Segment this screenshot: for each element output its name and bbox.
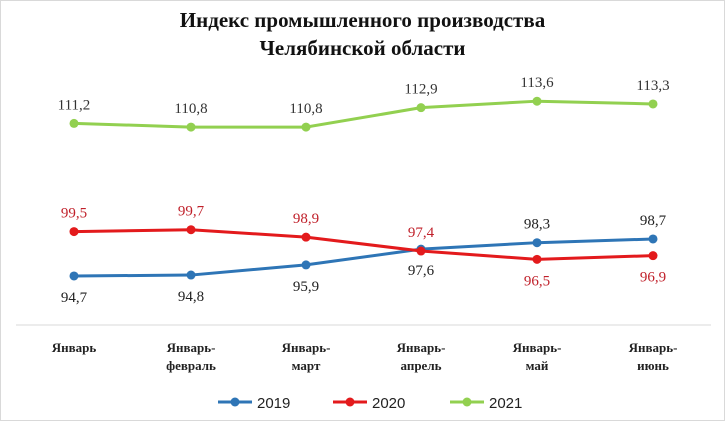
data-label-2020: 98,9	[293, 211, 319, 227]
legend-label-2021: 2021	[489, 395, 522, 412]
data-point-2021	[532, 96, 542, 106]
data-label-2021: 113,3	[636, 78, 669, 94]
data-point-2020	[186, 225, 196, 235]
legend-label-2019: 2019	[257, 395, 290, 412]
x-tick-label: Январь-	[282, 340, 331, 355]
chart-title-line-1: Индекс промышленного производства	[179, 8, 546, 32]
data-point-2019	[301, 260, 311, 270]
data-point-2019	[648, 234, 658, 244]
data-label-2020: 97,4	[408, 225, 435, 241]
x-tick-label: Январь-	[513, 340, 562, 355]
data-point-2021	[186, 122, 196, 132]
data-label-2021: 112,9	[404, 82, 437, 98]
data-point-2021	[301, 122, 311, 132]
data-point-2021	[648, 99, 658, 109]
x-tick-label: Январь-	[397, 340, 446, 355]
legend-marker-2021	[462, 397, 472, 407]
data-point-2020	[416, 246, 426, 256]
data-point-2019	[186, 270, 196, 280]
data-point-2019	[532, 238, 542, 248]
data-label-2019: 98,3	[524, 217, 550, 233]
x-tick-label: май	[526, 358, 549, 373]
data-label-2021: 113,6	[520, 75, 554, 91]
data-label-2020: 96,5	[524, 273, 550, 289]
x-tick-label: февраль	[166, 358, 216, 373]
data-label-2021: 111,2	[58, 97, 91, 113]
data-label-2019: 97,6	[408, 263, 435, 279]
x-tick-label: Январь-	[629, 340, 678, 355]
data-label-2020: 99,5	[61, 206, 87, 222]
data-label-2021: 110,8	[289, 101, 322, 117]
legend-marker-2020	[345, 397, 355, 407]
data-label-2020: 99,7	[178, 204, 205, 220]
data-point-2020	[301, 232, 311, 242]
x-tick-label: Январь	[52, 340, 97, 355]
legend-marker-2019	[230, 397, 240, 407]
x-tick-label: апрель	[401, 358, 442, 373]
x-tick-label: июнь	[637, 358, 669, 373]
chart-title-line-2: Челябинской области	[259, 36, 466, 60]
data-label-2020: 96,9	[640, 270, 666, 286]
data-label-2019: 94,7	[61, 290, 88, 306]
data-label-2019: 95,9	[293, 279, 319, 295]
series-line-2020	[73, 228, 654, 261]
data-point-2020	[69, 227, 79, 237]
data-point-2021	[69, 118, 79, 128]
data-point-2020	[648, 251, 658, 261]
series-line-2019	[73, 237, 654, 278]
legend-label-2020: 2020	[372, 395, 405, 412]
series-line-2021	[73, 99, 654, 129]
x-tick-label: март	[292, 358, 321, 373]
data-label-2019: 98,7	[640, 213, 667, 229]
data-point-2020	[532, 254, 542, 264]
data-label-2019: 94,8	[178, 289, 204, 305]
x-tick-label: Январь-	[167, 340, 216, 355]
data-label-2021: 110,8	[174, 101, 207, 117]
data-point-2021	[416, 103, 426, 113]
data-point-2019	[69, 271, 79, 281]
